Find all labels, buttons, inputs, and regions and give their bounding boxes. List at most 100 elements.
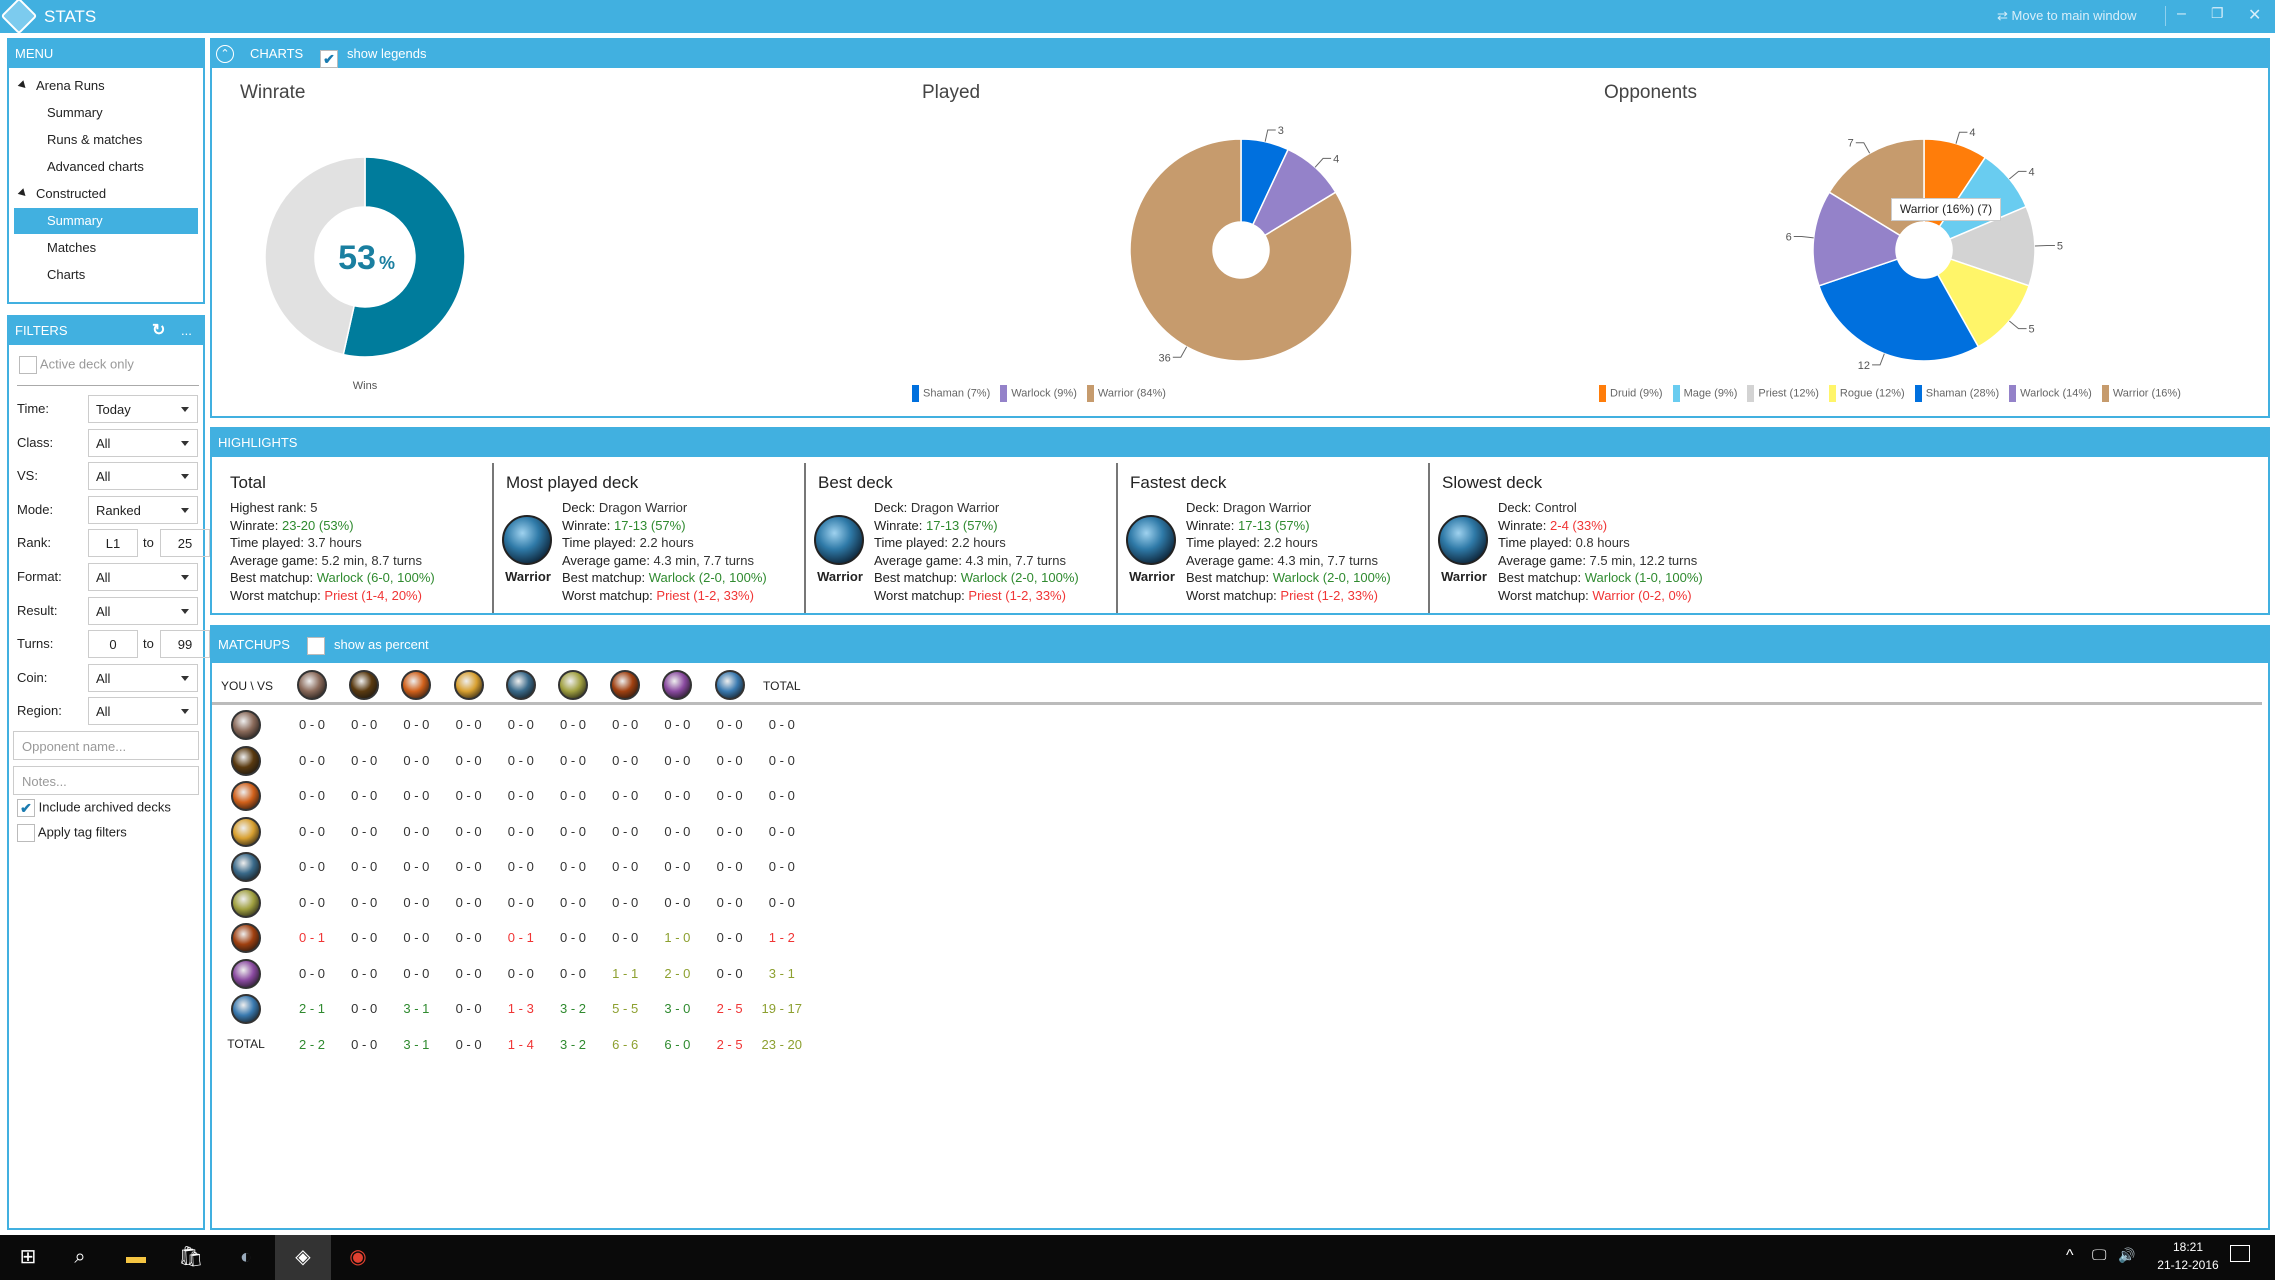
- stat-line: Deck: Control: [1498, 499, 1703, 517]
- apply-tag-filters-checkbox[interactable]: Apply tag filters: [17, 824, 127, 842]
- range-to-input[interactable]: 99: [160, 630, 210, 659]
- legend-item[interactable]: Rogue (12%): [1828, 385, 1905, 402]
- expand-triangle-icon[interactable]: [17, 80, 29, 91]
- legend-item[interactable]: Mage (9%): [1672, 385, 1737, 402]
- pie-slice[interactable]: [1817, 258, 1980, 362]
- pie-slice[interactable]: [1812, 191, 1902, 287]
- filters-panel: FILTERS ↻ ... Active deck only Time: Toda…: [7, 315, 210, 1230]
- legend-label: Warrior (16%): [2112, 387, 2181, 400]
- start-button[interactable]: ⊞: [19, 1246, 37, 1268]
- slice-value-label: 3: [1278, 125, 1284, 137]
- matchup-row: 2 - 1 0 - 0 3 - 1 0 - 0 1 - 3 3 - 2 5 - 5 3 - 0…: [212, 992, 2262, 1027]
- filter-select[interactable]: All: [88, 462, 198, 491]
- legend-item[interactable]: Warlock (9%): [1000, 385, 1077, 402]
- stat-line: Average game: 7.5 min, 12.2 turns: [1498, 552, 1703, 570]
- collapse-icon[interactable]: ⌃: [216, 45, 234, 63]
- store-icon[interactable]: 🛍: [178, 1246, 204, 1268]
- checkbox-box[interactable]: [307, 636, 325, 655]
- stat-value: 2.2 hours: [639, 535, 694, 551]
- search-icon[interactable]: ⌕: [74, 1246, 86, 1268]
- legend-item[interactable]: Shaman (7%): [912, 385, 990, 402]
- stat-line: Winrate: 17-13 (57%): [1186, 517, 1391, 535]
- restore-button[interactable]: ❐: [2211, 5, 2224, 21]
- filter-select[interactable]: Ranked: [88, 495, 198, 524]
- menu-item[interactable]: Arena Runs: [9, 73, 203, 99]
- menu-item[interactable]: Advanced charts: [9, 154, 203, 180]
- label-leader: [1314, 157, 1332, 168]
- filter-select[interactable]: All: [88, 663, 198, 692]
- select-value: All: [96, 603, 111, 619]
- include-archived-checkbox[interactable]: ✔ Include archived decks: [17, 799, 171, 817]
- matchup-cell: 0 - 0: [403, 859, 430, 874]
- filter-select[interactable]: All: [88, 428, 198, 457]
- stat-label: Worst matchup:: [1498, 587, 1593, 603]
- stat-line: Time played: 2.2 hours: [562, 534, 767, 552]
- active-deck-only-checkbox[interactable]: Active deck only: [19, 356, 134, 374]
- menu-item[interactable]: Runs & matches: [9, 127, 203, 153]
- legend-item[interactable]: Shaman (28%): [1914, 385, 1999, 402]
- stat-value: Warlock (2-0, 100%): [960, 570, 1079, 586]
- matchup-cell: 0 - 0: [351, 894, 378, 910]
- clock-time[interactable]: 18:21: [2172, 1240, 2204, 1254]
- move-to-main-window-button[interactable]: ⇄ Move to main window: [1997, 8, 2137, 23]
- matchup-cell: 0 - 0: [664, 788, 691, 803]
- menu-item[interactable]: Summary: [14, 208, 198, 234]
- matchup-cell: 0 - 1: [298, 930, 325, 945]
- notes-input[interactable]: Notes...: [13, 766, 199, 795]
- hearthstone-tracker-icon[interactable]: ◈: [275, 1235, 331, 1280]
- matchup-cell: 0 - 0: [716, 965, 743, 981]
- range-from-input[interactable]: 0: [88, 630, 138, 659]
- stat-label: Winrate:: [562, 517, 615, 533]
- pie-slice[interactable]: [342, 156, 466, 358]
- legend-item[interactable]: Priest (12%): [1747, 385, 1819, 402]
- menu-item[interactable]: Summary: [9, 100, 203, 126]
- menu-item[interactable]: Charts: [9, 262, 203, 288]
- filter-select[interactable]: All: [88, 563, 198, 591]
- legend-item[interactable]: Warlock (14%): [2009, 385, 2092, 402]
- checkbox-checked-icon[interactable]: ✔: [17, 799, 35, 817]
- menu-item[interactable]: Matches: [9, 235, 203, 261]
- action-center-icon[interactable]: [2230, 1245, 2250, 1262]
- network-icon[interactable]: 🖵: [2092, 1247, 2107, 1264]
- pie-slice[interactable]: [1936, 258, 2031, 348]
- pie-slice[interactable]: [1129, 138, 1353, 362]
- minimize-button[interactable]: –: [2177, 5, 2186, 22]
- legend-item[interactable]: Warrior (16%): [2101, 385, 2181, 402]
- file-explorer-icon[interactable]: ▬: [126, 1246, 146, 1268]
- show-legends-checkbox[interactable]: ✔: [320, 44, 338, 72]
- stat-label: Best matchup:: [1186, 570, 1273, 586]
- show-hidden-icons[interactable]: ^: [2066, 1247, 2074, 1264]
- menu-item[interactable]: Constructed: [9, 181, 203, 207]
- matchup-cell: 0 - 0: [612, 788, 639, 803]
- chart-legend: Druid (9%) Mage (9%) Priest (12%) Rogue (12…: [1599, 385, 2181, 402]
- legend-item[interactable]: Warrior (84%): [1086, 385, 1166, 402]
- more-button[interactable]: ...: [181, 323, 192, 338]
- filters-header: FILTERS ↻ ...: [9, 317, 203, 345]
- filter-select[interactable]: All: [88, 596, 198, 625]
- range-to-input[interactable]: 25: [160, 529, 210, 558]
- matchup-cell: 0 - 0: [716, 894, 743, 910]
- checkbox-checked-icon[interactable]: ✔: [320, 49, 338, 68]
- checkbox-box[interactable]: [17, 824, 35, 842]
- range-from-input[interactable]: L1: [88, 529, 138, 558]
- show-percent-label: show as percent: [334, 637, 429, 652]
- filter-select[interactable]: All: [88, 697, 198, 726]
- close-button[interactable]: ✕: [2248, 7, 2262, 24]
- label-leader: [1872, 353, 1885, 366]
- refresh-icon[interactable]: ↻: [152, 322, 166, 339]
- matchup-cell: 0 - 0: [559, 717, 586, 732]
- charts-panel: ⌃ CHARTS ✔ show legends 53% Wins 3 4 36 4 4 5 5 1…: [210, 38, 2270, 418]
- volume-icon[interactable]: 🔊: [2118, 1247, 2136, 1263]
- pie-slice[interactable]: [264, 156, 366, 356]
- chrome-icon[interactable]: ◉: [349, 1246, 367, 1268]
- teamspeak-icon[interactable]: ◐: [239, 1246, 253, 1268]
- matchup-row: 0 - 1 0 - 0 0 - 0 0 - 0 0 - 1 0 - 0 0 - 0 1 - 0…: [212, 921, 2262, 956]
- expand-triangle-icon[interactable]: [17, 188, 29, 199]
- filter-select[interactable]: Today: [88, 395, 198, 423]
- checkbox-box[interactable]: [19, 356, 37, 374]
- legend-item[interactable]: Druid (9%): [1599, 385, 1663, 402]
- opponent-name-input[interactable]: Opponent name...: [13, 731, 199, 760]
- clock-date[interactable]: 21-12-2016: [2157, 1258, 2219, 1272]
- show-percent-checkbox[interactable]: [307, 627, 325, 663]
- legend-swatch: [912, 385, 919, 402]
